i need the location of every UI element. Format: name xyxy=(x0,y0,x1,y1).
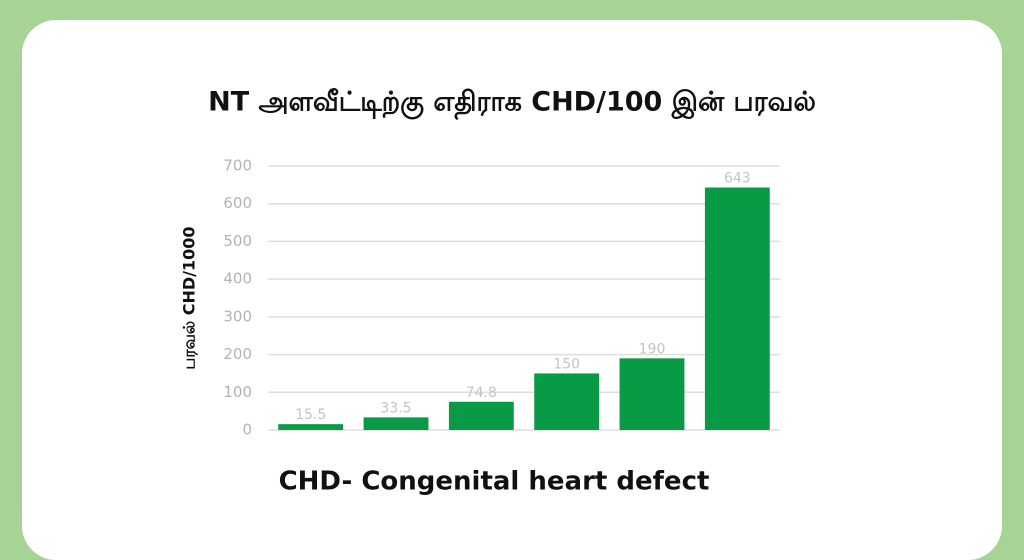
bar xyxy=(704,187,770,430)
card xyxy=(22,20,1002,560)
bar xyxy=(278,424,344,430)
y-tick-label: 300 xyxy=(223,307,252,325)
bar xyxy=(363,417,429,430)
y-tick-label: 500 xyxy=(223,232,252,250)
bar xyxy=(448,401,514,430)
y-tick-label: 0 xyxy=(242,421,252,439)
value-label: 643 xyxy=(724,170,751,186)
y-tick-label: 600 xyxy=(223,194,252,212)
chart-title: NT அளவீட்டிற்கு எதிராக CHD/100 இன் பரவல் xyxy=(208,87,816,121)
footnote: CHD- Congenital heart defect xyxy=(279,467,710,497)
y-axis-label: பரவல் CHD/1000 xyxy=(180,226,199,369)
chart: NT அளவீட்டிற்கு எதிராக CHD/100 இன் பரவல்… xyxy=(180,87,816,497)
value-label: 150 xyxy=(553,356,580,372)
y-tick-label: 200 xyxy=(223,345,252,363)
y-tick-label: 100 xyxy=(223,383,252,401)
page: {"chart_data": {"type": "bar", "title": … xyxy=(22,20,1002,560)
bar xyxy=(534,373,600,430)
value-label: 15.5 xyxy=(295,407,326,423)
y-tick-label: 400 xyxy=(223,270,252,288)
bar xyxy=(619,358,685,430)
y-tick-label: 700 xyxy=(223,157,252,175)
value-label: 74.8 xyxy=(466,385,497,401)
value-label: 33.5 xyxy=(380,400,411,416)
value-label: 190 xyxy=(639,341,666,357)
